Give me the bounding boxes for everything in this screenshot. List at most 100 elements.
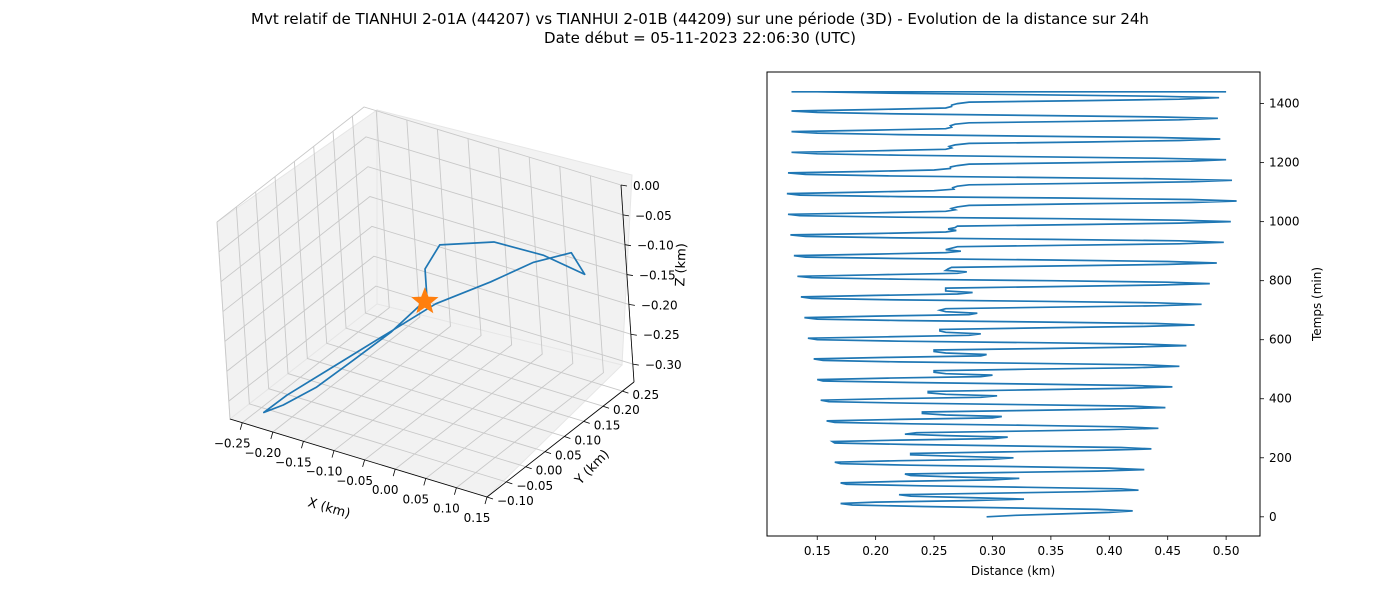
y-tick-label: 0.10 — [574, 433, 601, 447]
z-tick-mark — [630, 333, 637, 336]
y-axis-line — [486, 381, 635, 498]
y-tick-label: −0.05 — [516, 479, 553, 493]
y-tick-label: 600 — [1269, 333, 1292, 347]
x-tick-label: 0.15 — [804, 544, 831, 558]
x-tick-label: −0.15 — [275, 455, 312, 469]
y-tick-mark — [506, 481, 513, 485]
x-gridline — [333, 138, 482, 451]
y-gridline — [255, 191, 526, 468]
plot-3d: −0.25−0.20−0.15−0.10−0.050.000.050.100.1… — [214, 106, 690, 525]
y-gridline — [274, 176, 546, 453]
y-tick-label: 0 — [1269, 510, 1277, 524]
y-tick-label: 0.00 — [536, 464, 563, 478]
x-axis-label: X (km) — [306, 495, 352, 521]
z-gridline — [220, 166, 626, 283]
y-tick-label: 1400 — [1269, 97, 1300, 111]
x-tick-label: 0.45 — [1154, 544, 1181, 558]
z-tick-mark — [622, 214, 630, 217]
z-tick-label: −0.10 — [637, 239, 674, 253]
z-gridline — [216, 106, 622, 223]
x-gridline — [364, 147, 513, 461]
z-tick-label: 0.00 — [633, 179, 660, 193]
plot-2d: 0.15 0.20 0.25 0.30 0.35 0.40 0.45 0.50 0 200 400 6… — [766, 71, 1324, 578]
z-tick-label: −0.15 — [639, 269, 676, 283]
ticks-2d: 0.15 0.20 0.25 0.30 0.35 0.40 0.45 0.50 0 200 400 6… — [804, 97, 1300, 558]
y-tick-label: 0.25 — [632, 388, 659, 402]
z-tick-mark — [626, 274, 633, 276]
x-tick-label: −0.05 — [336, 474, 373, 488]
y-tick-mark — [583, 420, 590, 424]
y-gridline — [293, 161, 565, 437]
x-axis-label: Distance (km) — [971, 564, 1055, 578]
x-gridline — [456, 175, 604, 489]
z-gridline — [228, 285, 633, 402]
x-gridline — [241, 110, 390, 424]
z-tick-label: −0.30 — [645, 358, 682, 372]
x-tick-label: −0.10 — [306, 465, 343, 479]
x-tick-mark — [362, 459, 366, 467]
z-tick-label: −0.05 — [635, 209, 672, 223]
x-tick-mark — [239, 422, 243, 430]
x-tick-label: −0.20 — [244, 446, 281, 460]
series-3d — [262, 241, 586, 414]
x-tick-label: 0.20 — [862, 544, 889, 558]
x-axis-line — [229, 418, 488, 498]
chart-title-line-2: Date début = 05-11-2023 22:06:30 (UTC) — [544, 29, 856, 47]
distance-series-line — [786, 90, 1237, 518]
y-tick-label: 0.05 — [555, 449, 582, 463]
y-gridline — [235, 206, 507, 483]
z-tick-mark — [628, 303, 635, 306]
z-tick-label: −0.25 — [643, 328, 680, 342]
x-tick-label: 0.40 — [1096, 544, 1123, 558]
x-tick-label: 0.25 — [921, 544, 948, 558]
x-tick-label: 0.10 — [433, 502, 460, 516]
trajectory-line — [262, 241, 586, 414]
y-axis-label: Temps (min) — [1310, 267, 1324, 342]
y-tick-label: 200 — [1269, 451, 1292, 465]
z-tick-mark — [624, 244, 632, 247]
x-tick-mark — [301, 441, 304, 449]
x-tick-label: −0.25 — [214, 437, 251, 451]
chart-title-line-1: Mvt relatif de TIANHUI 2-01A (44207) vs … — [251, 10, 1149, 28]
x-tick-mark — [331, 450, 335, 458]
y-tick-mark — [602, 405, 610, 409]
x-tick-mark — [423, 478, 427, 486]
z-tick-mark — [632, 363, 639, 366]
y-gridline — [332, 131, 604, 407]
x-tick-mark — [270, 431, 274, 440]
star-marker-shape — [411, 287, 439, 314]
z-tick-label: −0.20 — [641, 298, 678, 312]
y-tick-label: 800 — [1269, 274, 1292, 288]
grid-3d — [216, 106, 635, 498]
y-tick-label: 400 — [1269, 392, 1292, 406]
x-gridline — [272, 119, 421, 433]
y-tick-label: 0.20 — [613, 403, 640, 417]
axes-3d: −0.25−0.20−0.15−0.10−0.050.000.050.100.1… — [214, 179, 682, 525]
x-tick-label: 0.00 — [372, 483, 399, 497]
y-gridline — [313, 146, 584, 422]
x-tick-mark — [484, 496, 488, 505]
x-gridline — [394, 157, 543, 470]
y-tick-mark — [564, 436, 571, 439]
x-gridline — [425, 166, 574, 479]
y-tick-mark — [544, 451, 552, 454]
z-axis-line — [620, 184, 635, 383]
y-tick-label: 0.15 — [594, 418, 621, 432]
x-tick-mark — [454, 487, 457, 495]
y-gridline — [351, 116, 623, 392]
x-gridline — [303, 129, 451, 442]
y-tick-label: −0.10 — [497, 494, 534, 508]
z-gridline — [218, 136, 624, 253]
x-tick-label: 0.15 — [464, 511, 491, 525]
z-axis-label: Z (km) — [673, 243, 690, 287]
x-tick-label: 0.50 — [1213, 544, 1240, 558]
z-gridline — [222, 196, 628, 312]
x-tick-mark — [392, 469, 396, 477]
y-tick-mark — [622, 390, 629, 394]
z-gridline — [226, 255, 631, 372]
x-tick-label: 0.30 — [979, 544, 1006, 558]
y-tick-label: 1000 — [1269, 215, 1300, 229]
y-tick-mark — [525, 466, 532, 470]
x-tick-label: 0.05 — [402, 492, 429, 506]
